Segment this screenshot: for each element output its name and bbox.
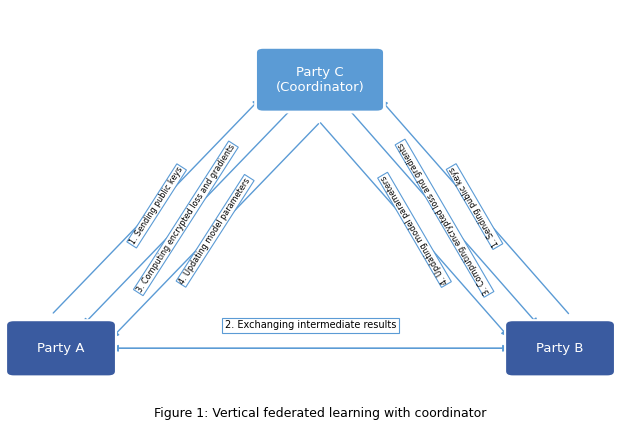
Text: Party C
(Coordinator): Party C (Coordinator) <box>276 66 364 94</box>
Text: 3. Computing encrypted loss and gradients: 3. Computing encrypted loss and gradient… <box>135 143 237 294</box>
FancyBboxPatch shape <box>255 48 385 112</box>
Text: 4. Updating model parameters: 4. Updating model parameters <box>380 174 450 286</box>
Text: 1. Sending public keys: 1. Sending public keys <box>448 165 501 248</box>
FancyBboxPatch shape <box>6 320 116 376</box>
Text: 3. Computing encrypted loss and gradients: 3. Computing encrypted loss and gradient… <box>397 141 492 296</box>
Text: Party A: Party A <box>37 342 84 355</box>
Text: 4. Updating model parameters: 4. Updating model parameters <box>178 176 252 285</box>
FancyBboxPatch shape <box>505 320 615 376</box>
Text: Party B: Party B <box>536 342 584 355</box>
Text: Figure 1: Vertical federated learning with coordinator: Figure 1: Vertical federated learning wi… <box>154 407 486 419</box>
Text: 2. Exchanging intermediate results: 2. Exchanging intermediate results <box>225 320 396 330</box>
Text: 1. Sending public keys: 1. Sending public keys <box>129 166 185 247</box>
